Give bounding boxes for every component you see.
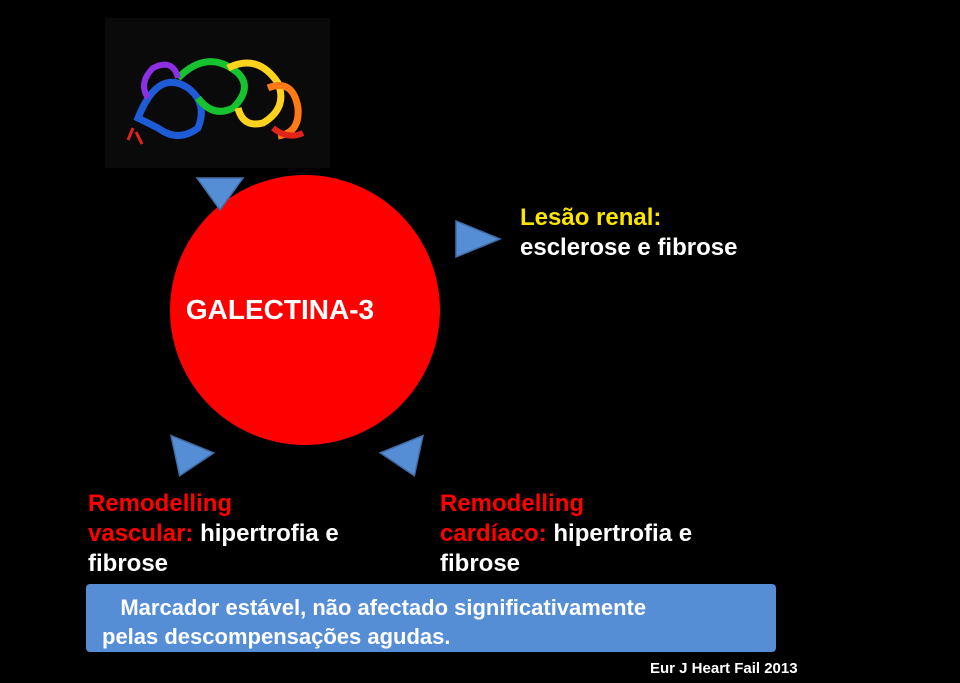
arrow-down-right-icon [380,436,435,485]
renal-block: Lesão renal: esclerose e fibrose [520,203,737,263]
cardiac-line2-emph: hipertrofia e [553,520,692,547]
arrow-down-left-icon [158,436,213,485]
callout-line1: Marcador estável, não afectado significa… [102,594,760,623]
circle-label: GALECTINA-3 [186,294,374,326]
vascular-line3: fibrose [88,549,339,579]
protein-ribbon-icon [118,28,318,158]
vascular-line2: vascular: [88,520,200,547]
renal-body: esclerose e fibrose [520,233,737,263]
cardiac-title: Remodelling [440,489,692,519]
vascular-title: Remodelling [88,489,339,519]
vascular-line2-emph: hipertrofia e [200,520,339,547]
vascular-block: Remodelling vascular: hipertrofia e fibr… [88,489,339,579]
callout-line2: pelas descompensações agudas. [102,623,760,652]
callout-box: Marcador estável, não afectado significa… [86,584,776,652]
cardiac-line2: cardíaco: [440,520,553,547]
citation: Eur J Heart Fail 2013 [650,660,798,677]
central-circle: GALECTINA-3 [170,175,440,445]
renal-title: Lesão renal: [520,203,737,233]
protein-image [105,18,330,168]
cardiac-block: Remodelling cardíaco: hipertrofia e fibr… [440,489,692,579]
cardiac-line3: fibrose [440,549,692,579]
arrow-right-icon [456,221,500,257]
